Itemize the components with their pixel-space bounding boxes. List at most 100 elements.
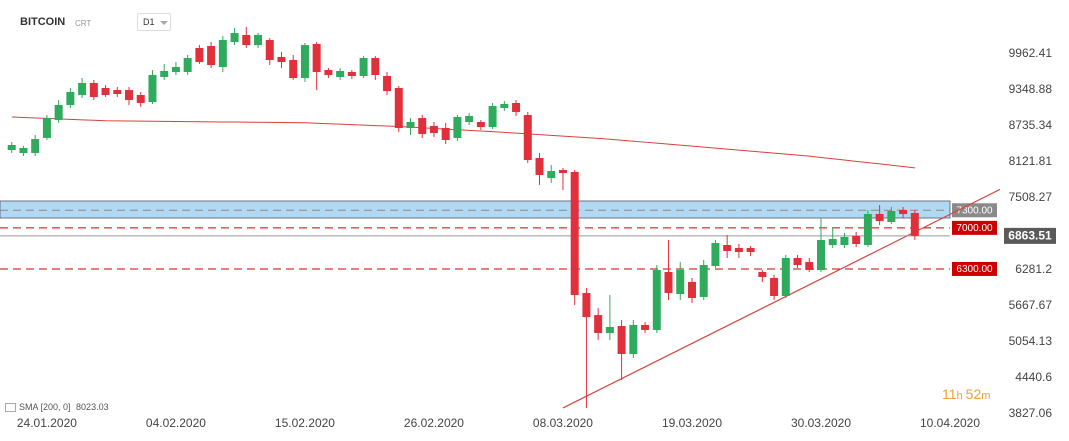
- candle-body: [347, 72, 356, 76]
- candle-body: [558, 170, 567, 173]
- level-label: 7000.00: [956, 223, 993, 234]
- x-tick-label: 24.01.2020: [17, 416, 77, 430]
- y-tick-label: 3827.06: [1009, 406, 1053, 420]
- candle-body: [171, 67, 180, 73]
- candle-body: [500, 103, 509, 108]
- price-label: 6863.51: [1008, 229, 1052, 243]
- candle-body: [42, 118, 51, 138]
- candle-body: [512, 102, 521, 112]
- candle-body: [887, 210, 896, 222]
- candle-body: [641, 324, 650, 330]
- candle-body: [617, 325, 626, 354]
- countdown-minutes: 52: [965, 386, 982, 402]
- candle-body: [125, 90, 134, 100]
- level-label: 7300.00: [956, 205, 993, 216]
- candle-body: [312, 44, 321, 73]
- symbol-type: CRT: [75, 19, 92, 28]
- candle-body: [7, 145, 16, 150]
- zone: [0, 200, 951, 219]
- candle-body: [254, 34, 263, 46]
- candle-body: [711, 243, 720, 267]
- candle-body: [781, 257, 790, 296]
- price-box: [1004, 227, 1056, 244]
- candle-body: [758, 271, 767, 277]
- countdown-h: h: [956, 390, 963, 402]
- candle-body: [535, 157, 544, 175]
- level-label-box: [952, 203, 997, 218]
- candle-body: [652, 269, 661, 330]
- candle-body: [383, 75, 392, 92]
- legend-icon: [5, 403, 16, 413]
- candle-body: [207, 46, 216, 66]
- candle-body: [582, 293, 591, 318]
- y-tick-label: 9348.88: [1009, 82, 1053, 96]
- y-tick-label: 7508.27: [1009, 190, 1053, 204]
- candle-body: [793, 257, 802, 266]
- x-tick-label: 30.03.2020: [791, 416, 851, 430]
- candle-body: [89, 82, 98, 98]
- candle-body: [371, 57, 380, 75]
- countdown: 11h 52m: [942, 386, 990, 404]
- candle-body: [629, 324, 638, 354]
- sma-name: SMA [200, 0]: [19, 402, 71, 412]
- candle-body: [770, 277, 779, 296]
- candle-body: [863, 214, 872, 245]
- level-label-box: [952, 261, 997, 276]
- timeframe-dropdown[interactable]: D1: [137, 13, 171, 31]
- candle-body: [101, 88, 110, 96]
- y-tick-label: 6281.2: [1015, 262, 1052, 276]
- candle-body: [359, 57, 368, 76]
- candle-body: [324, 70, 333, 75]
- candle-body: [570, 171, 579, 295]
- candle-body: [230, 32, 239, 43]
- level-label-box: [952, 220, 997, 235]
- candle-body: [523, 115, 532, 160]
- x-tick-label: 15.02.2020: [275, 416, 335, 430]
- x-tick-label: 08.03.2020: [533, 416, 593, 430]
- level-label: 6300.00: [956, 264, 993, 275]
- caret: [160, 21, 168, 25]
- symbol: BITCOIN: [20, 16, 66, 28]
- y-tick-label: 5054.13: [1009, 334, 1053, 348]
- candle-body: [816, 240, 825, 270]
- trendline: [562, 188, 1001, 409]
- candle-body: [394, 88, 403, 128]
- x-tick-label: 26.02.2020: [404, 416, 464, 430]
- candle-body: [488, 105, 497, 127]
- y-tick-label: 5667.67: [1009, 298, 1053, 312]
- candle-body: [910, 212, 919, 236]
- candle-body: [418, 118, 427, 134]
- candle-body: [406, 122, 415, 128]
- candle-body: [148, 74, 157, 102]
- candle-body: [183, 57, 192, 73]
- candle-body: [218, 40, 227, 68]
- y-tick-label: 8121.81: [1009, 154, 1053, 168]
- candle-body: [852, 235, 861, 245]
- y-tick-label: 4440.6: [1015, 370, 1052, 384]
- candle-body: [664, 271, 673, 294]
- x-tick-label: 19.03.2020: [662, 416, 722, 430]
- sma-legend: SMA [200, 0] 8023.03: [5, 402, 109, 413]
- candle-body: [875, 214, 884, 221]
- candle-body: [265, 40, 274, 60]
- candle-body: [160, 71, 169, 77]
- candle-body: [676, 269, 685, 294]
- candle-body: [31, 139, 40, 153]
- candle-body: [429, 125, 438, 133]
- y-tick-label: 9962.41: [1009, 46, 1053, 60]
- candle-body: [441, 127, 450, 141]
- sma-line: [11, 116, 915, 169]
- candle-body: [242, 34, 251, 46]
- candle-body: [547, 171, 556, 178]
- candle-body: [277, 56, 286, 63]
- candle-body: [289, 59, 298, 78]
- candle-body: [899, 209, 908, 215]
- countdown-m: m: [981, 390, 991, 402]
- candle-body: [723, 245, 732, 251]
- candle-body: [605, 326, 614, 333]
- x-tick-label: 04.02.2020: [146, 416, 206, 430]
- x-tick-label: 10.04.2020: [920, 416, 980, 430]
- candle-body: [136, 95, 145, 103]
- candle-body: [746, 247, 755, 252]
